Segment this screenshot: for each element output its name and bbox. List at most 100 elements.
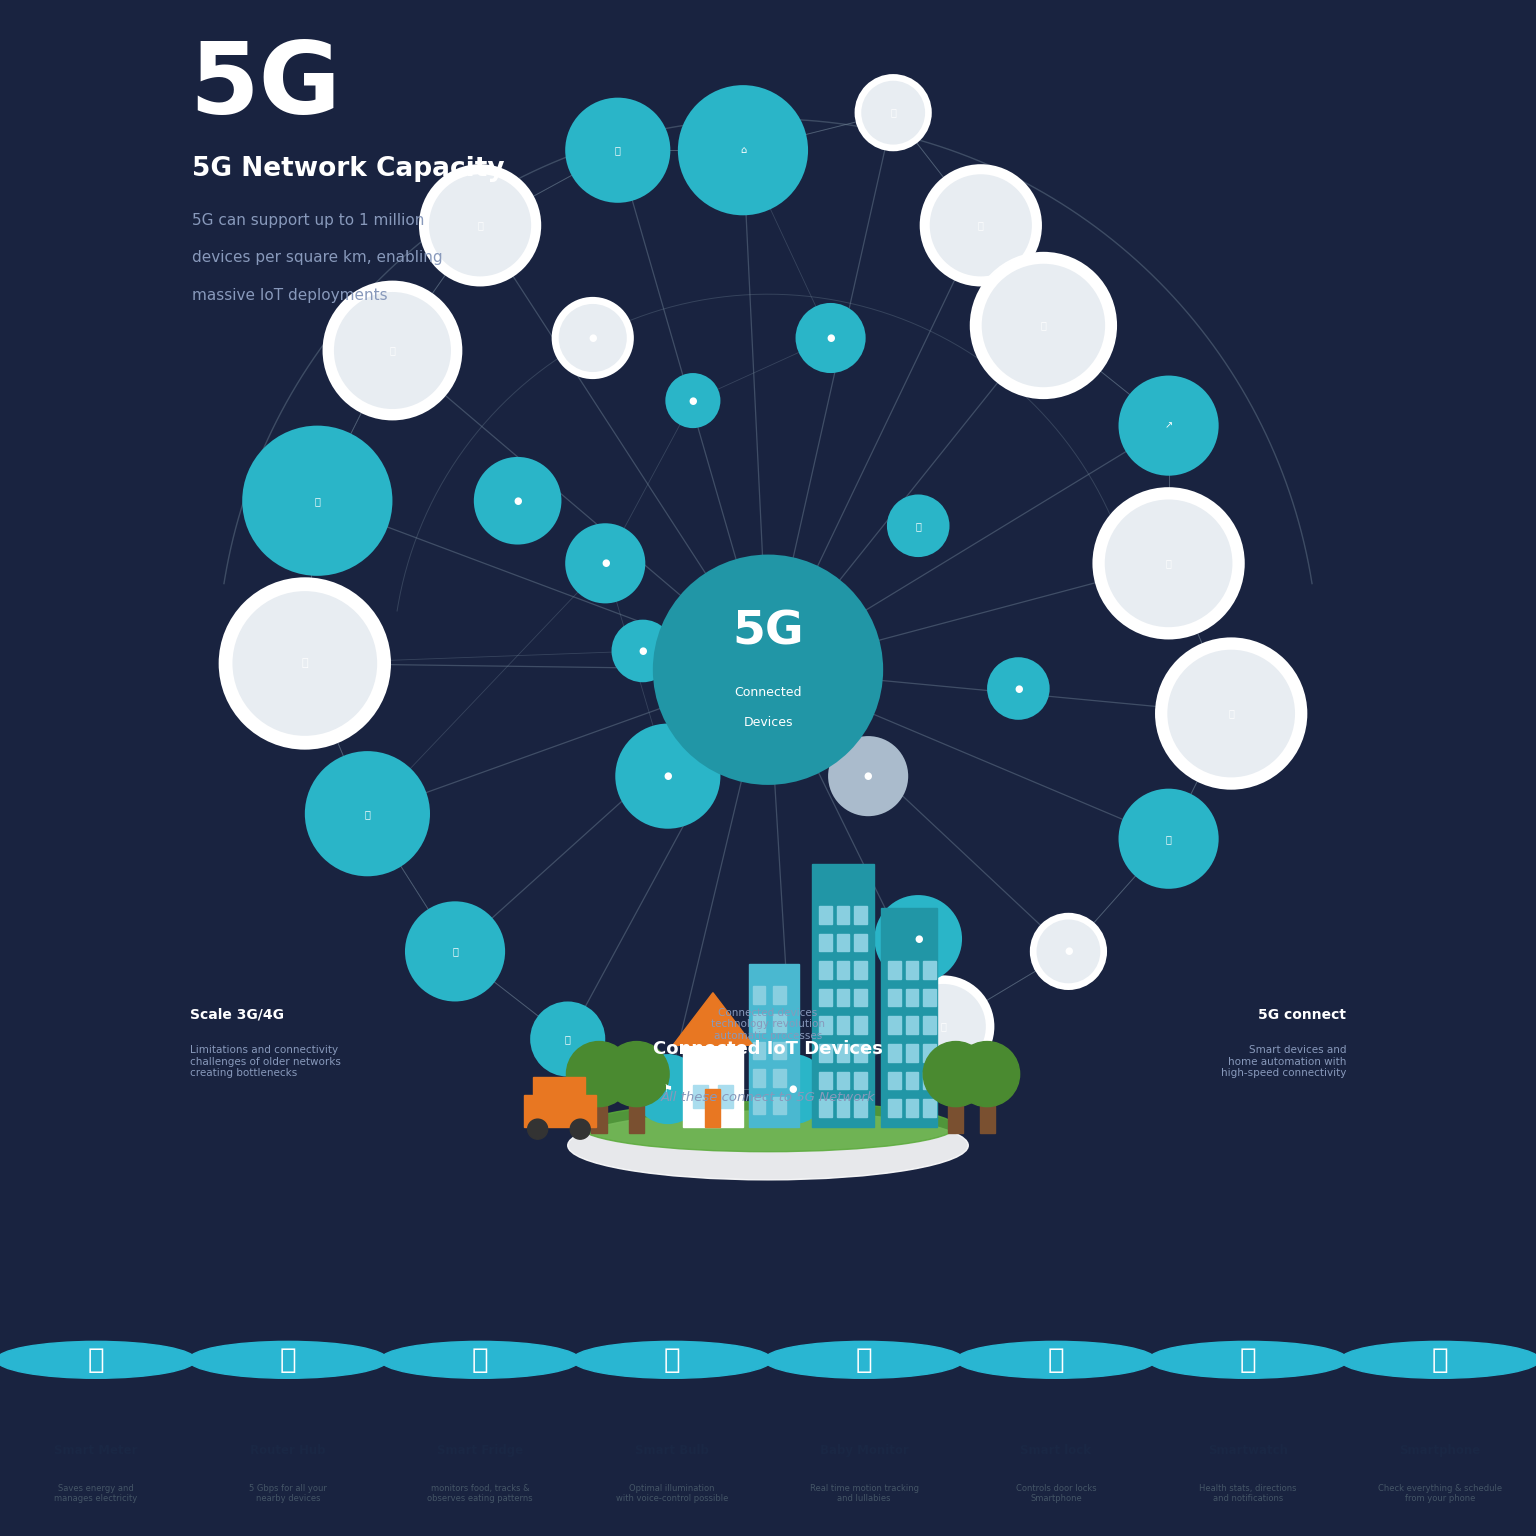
Text: Smartwatch: Smartwatch xyxy=(1207,1444,1289,1458)
Circle shape xyxy=(611,619,674,682)
Circle shape xyxy=(324,281,461,419)
Bar xyxy=(888,1100,900,1117)
Text: Smart Bulb: Smart Bulb xyxy=(634,1444,710,1458)
Circle shape xyxy=(429,174,531,276)
Bar xyxy=(819,934,833,951)
Text: 🎧: 🎧 xyxy=(1040,321,1046,330)
Bar xyxy=(819,989,833,1006)
Text: Smart Fridge: Smart Fridge xyxy=(436,1444,524,1458)
Polygon shape xyxy=(673,992,753,1046)
Text: ●: ● xyxy=(588,333,598,343)
Ellipse shape xyxy=(568,1111,968,1180)
Text: Controls door locks
Smartphone: Controls door locks Smartphone xyxy=(1015,1484,1097,1504)
Circle shape xyxy=(559,304,627,372)
Bar xyxy=(923,962,935,978)
Bar xyxy=(630,1092,644,1134)
Bar xyxy=(923,1044,935,1061)
Circle shape xyxy=(528,1120,548,1140)
Bar xyxy=(591,1092,607,1134)
Bar xyxy=(819,1044,833,1061)
Circle shape xyxy=(1037,920,1100,983)
Bar xyxy=(888,962,900,978)
Ellipse shape xyxy=(581,1101,955,1152)
Bar xyxy=(948,1092,963,1134)
Text: 🚪: 🚪 xyxy=(478,220,482,230)
Circle shape xyxy=(1149,1341,1349,1378)
Circle shape xyxy=(1339,1341,1536,1378)
Bar xyxy=(813,863,874,1127)
Bar xyxy=(837,1100,849,1117)
Text: ●: ● xyxy=(688,396,697,406)
Circle shape xyxy=(955,1341,1157,1378)
Bar xyxy=(819,962,833,978)
Circle shape xyxy=(571,1341,773,1378)
Circle shape xyxy=(553,298,633,378)
Text: devices per square km, enabling: devices per square km, enabling xyxy=(192,250,442,266)
Text: Baby Monitor: Baby Monitor xyxy=(820,1444,908,1458)
Circle shape xyxy=(565,524,645,604)
Text: ●: ● xyxy=(639,647,647,656)
Circle shape xyxy=(570,1120,590,1140)
Circle shape xyxy=(604,1041,670,1106)
Text: 5G: 5G xyxy=(189,37,341,135)
Circle shape xyxy=(530,1001,605,1077)
Bar xyxy=(854,1072,866,1089)
Circle shape xyxy=(954,1041,1020,1106)
Text: 💡: 💡 xyxy=(664,1346,680,1373)
Bar xyxy=(773,1097,785,1114)
Bar xyxy=(906,1072,919,1089)
Bar xyxy=(888,1017,900,1034)
Text: ↗: ↗ xyxy=(1164,421,1172,430)
Text: 📱: 📱 xyxy=(978,220,983,230)
Circle shape xyxy=(565,98,670,203)
Circle shape xyxy=(406,902,505,1001)
Text: Devices: Devices xyxy=(743,716,793,728)
Text: ●: ● xyxy=(914,934,923,945)
Text: 🍃: 🍃 xyxy=(915,521,922,531)
Circle shape xyxy=(616,723,720,829)
Circle shape xyxy=(567,1041,631,1106)
Bar xyxy=(819,906,833,923)
Text: ●: ● xyxy=(790,1084,797,1094)
Circle shape xyxy=(856,75,931,151)
Circle shape xyxy=(920,166,1041,286)
Circle shape xyxy=(1118,375,1218,476)
Bar xyxy=(524,1095,596,1127)
Text: ●: ● xyxy=(513,496,522,505)
Bar xyxy=(753,1069,765,1086)
Circle shape xyxy=(757,1054,828,1124)
Bar xyxy=(773,1014,785,1032)
Text: ●: ● xyxy=(1014,684,1023,694)
Bar xyxy=(837,906,849,923)
Text: 📶: 📶 xyxy=(1166,834,1172,843)
Circle shape xyxy=(1167,650,1295,777)
Bar xyxy=(837,934,849,951)
Bar xyxy=(906,1100,919,1117)
Bar xyxy=(888,1044,900,1061)
Text: Saves energy and
manages electricity: Saves energy and manages electricity xyxy=(54,1484,138,1504)
Bar xyxy=(773,986,785,1005)
Bar xyxy=(923,989,935,1006)
Bar xyxy=(773,1041,785,1058)
Text: 👤: 👤 xyxy=(891,108,895,118)
Circle shape xyxy=(828,736,908,816)
Text: Connected devices
technology revolution
automatic processes: Connected devices technology revolution … xyxy=(711,1008,825,1041)
Text: 📱: 📱 xyxy=(1432,1346,1448,1373)
Bar xyxy=(888,989,900,1006)
Text: ●: ● xyxy=(1064,946,1072,957)
Circle shape xyxy=(796,303,866,373)
Circle shape xyxy=(982,264,1104,387)
Text: ⏻: ⏻ xyxy=(88,1346,104,1373)
Bar xyxy=(880,908,937,1127)
Text: 5G connect: 5G connect xyxy=(1258,1008,1347,1021)
Text: Connected: Connected xyxy=(734,685,802,699)
Circle shape xyxy=(1157,639,1306,788)
Circle shape xyxy=(665,373,720,429)
Bar xyxy=(906,962,919,978)
Circle shape xyxy=(333,292,452,409)
Bar xyxy=(923,1100,935,1117)
Circle shape xyxy=(929,174,1032,276)
Bar xyxy=(819,1017,833,1034)
Text: Smart lock: Smart lock xyxy=(1020,1444,1092,1458)
Circle shape xyxy=(1094,488,1244,639)
